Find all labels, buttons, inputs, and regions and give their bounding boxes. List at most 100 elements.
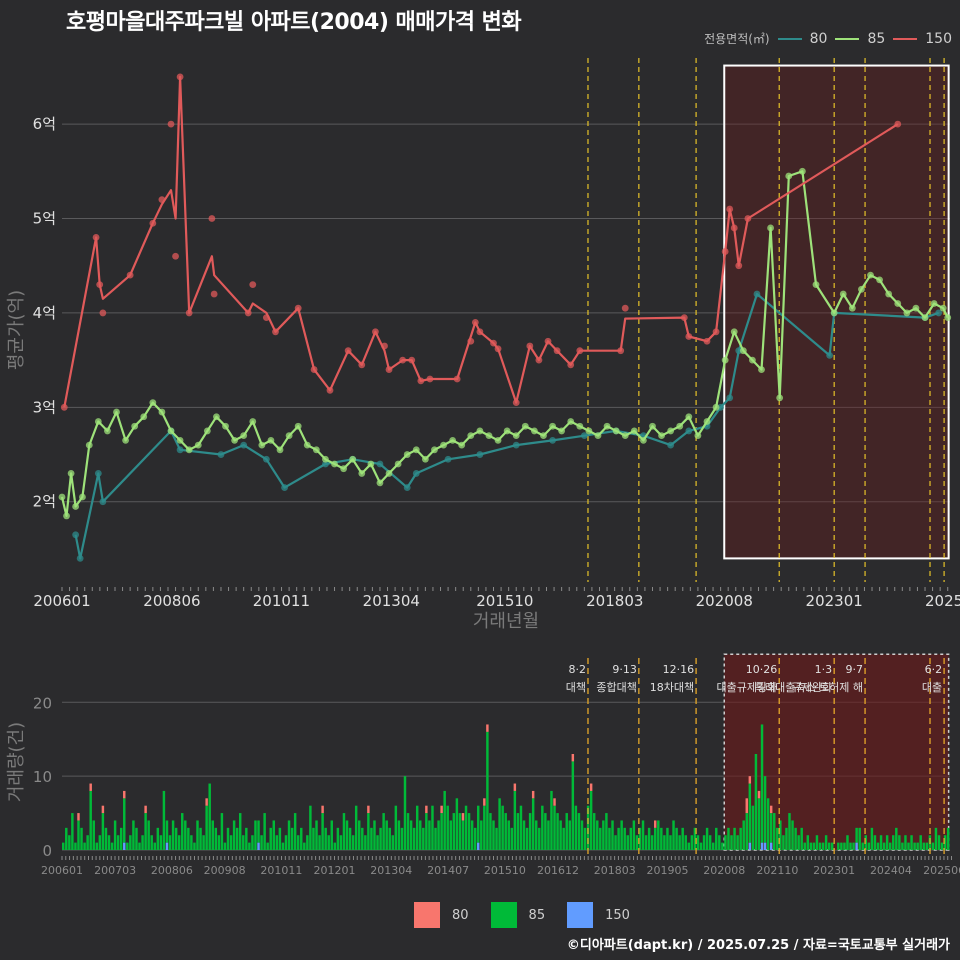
price-point-150 [712, 328, 720, 336]
price-point-85 [431, 446, 438, 454]
price-point-85 [839, 290, 847, 298]
volume-bar-85 [727, 827, 730, 850]
price-point-150 [721, 248, 729, 255]
price-point-150 [60, 403, 68, 411]
volume-bar-85 [254, 820, 257, 850]
volume-bar-85 [681, 827, 684, 850]
volume-bar-85 [287, 820, 291, 850]
price-point-85 [640, 436, 647, 444]
volume-bar-85 [400, 827, 404, 850]
volume-bar-85 [898, 835, 901, 850]
price-point-80 [444, 455, 452, 463]
price-point-80 [176, 446, 184, 454]
volume-bar-85 [126, 842, 129, 850]
volume-bar-85 [376, 835, 379, 850]
footer-credit: ©디아파트(dapt.kr) / 2025.07.25 / 자료=국토교통부 실… [566, 938, 950, 953]
volume-bar-85 [806, 835, 810, 850]
volume-bar-85 [406, 813, 410, 850]
volume-bar-85 [232, 820, 236, 850]
price-point-85 [67, 470, 75, 477]
volume-bar-85 [760, 724, 764, 843]
legend-box-label-85: 85 [528, 907, 546, 923]
volume-x-tick-label: 200601 [41, 864, 83, 877]
volume-bar-150 [257, 842, 260, 850]
volume-bar-85 [123, 798, 126, 843]
volume-bar-85 [303, 842, 306, 850]
volume-bar-85 [196, 820, 199, 850]
volume-bar-85 [223, 842, 227, 850]
volume-bar-85 [71, 813, 74, 850]
volume-bar-80 [745, 798, 748, 814]
price-point-80 [412, 470, 420, 477]
volume-bar-85 [422, 827, 425, 850]
volume-bar-85 [184, 820, 187, 850]
volume-bar-85 [190, 835, 193, 850]
volume-bar-85 [473, 827, 477, 850]
volume-bar-85 [321, 813, 324, 850]
volume-bar-85 [187, 827, 190, 850]
price-point-85 [812, 281, 820, 288]
volume-bar-85 [586, 805, 590, 850]
volume-bar-85 [904, 835, 907, 850]
volume-bar-85 [873, 835, 877, 850]
price-point-85 [630, 427, 638, 435]
price-point-80 [667, 441, 675, 449]
volume-bar-80 [77, 813, 80, 821]
volume-bar-85 [425, 813, 428, 850]
volume-bar-85 [428, 820, 431, 850]
price-point-80 [935, 309, 943, 317]
volume-bar-85 [660, 827, 663, 850]
price-point-80 [512, 441, 520, 449]
volume-bar-85 [156, 827, 160, 850]
price-x-axis-title: 거래년월 [473, 611, 539, 632]
volume-bar-85 [202, 835, 205, 850]
volume-bar-85 [318, 835, 321, 850]
event-name-label: 규제완화 [792, 681, 832, 694]
price-point-85 [312, 446, 320, 454]
volume-x-tick-label: 201803 [594, 864, 636, 877]
volume-bar-85 [257, 820, 260, 843]
price-point-80 [240, 441, 248, 449]
price-point-150 [326, 386, 334, 394]
volume-bar-85 [812, 842, 816, 850]
price-point-85 [231, 436, 239, 444]
volume-bar-85 [748, 783, 752, 843]
volume-bar-85 [553, 805, 556, 850]
volume-x-tick-label: 202404 [870, 864, 912, 877]
volume-bar-85 [409, 820, 413, 850]
price-point-85 [140, 413, 148, 421]
volume-bar-85 [913, 842, 916, 850]
volume-bar-85 [342, 813, 346, 850]
volume-bar-85 [800, 827, 803, 850]
price-point-85 [676, 422, 684, 430]
volume-bar-85 [721, 842, 724, 850]
event-name-label: 18차대책 [650, 681, 694, 694]
volume-bar-85 [458, 813, 462, 850]
volume-bar-85 [83, 842, 86, 850]
volume-bar-85 [495, 827, 498, 850]
volume-bar-85 [144, 813, 147, 850]
volume-bar-80 [553, 798, 556, 806]
volume-bar-85 [559, 820, 562, 850]
volume-bar-85 [724, 835, 727, 850]
volume-bar-150 [748, 842, 752, 850]
volume-bar-85 [162, 790, 166, 850]
volume-bar-80 [531, 790, 535, 799]
volume-bar-85 [309, 805, 312, 850]
volume-bar-85 [708, 835, 712, 850]
legend-label-85: 85 [867, 30, 886, 47]
price-point-150 [490, 339, 497, 347]
volume-bar-80 [89, 783, 92, 791]
volume-bar-85 [663, 835, 666, 850]
volume-bar-85 [711, 842, 715, 850]
price-x-tick-label: 201304 [363, 592, 420, 610]
page-title: 호평마을대주파크빌 아파트(2004) 매매가격 변화 [66, 10, 522, 35]
price-point-150 [576, 347, 584, 355]
volume-bar-85 [266, 842, 269, 850]
volume-bar-85 [68, 835, 71, 850]
volume-bar-85 [385, 820, 388, 850]
volume-bar-85 [864, 835, 868, 850]
volume-bar-85 [702, 835, 706, 850]
price-point-85 [72, 503, 80, 510]
price-point-85 [521, 422, 529, 430]
